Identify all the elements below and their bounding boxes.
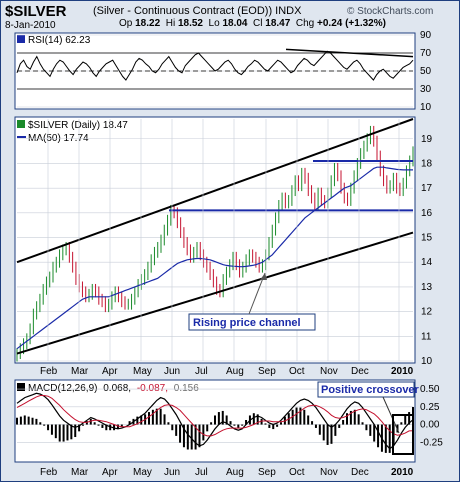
quote-line: Op 18.22 Hi 18.52 Lo 18.04 Cl 18.47 Chg … <box>119 18 386 29</box>
rsi-tick-label: 90 <box>420 30 432 41</box>
macd-legend-v3: 0.156 <box>174 383 199 394</box>
price-tick-label: 13 <box>421 282 433 293</box>
macd-plot: 0.50 0.25 0.00 -0.25 <box>16 384 443 453</box>
price-tick-label: 12 <box>421 307 433 318</box>
price-tick-label: 10 <box>421 356 433 367</box>
macd-tick-label: 0.00 <box>420 420 440 431</box>
symbol-description: (Silver - Continuous Contract (EOD)) <box>93 5 273 17</box>
x-tick-label-bottom: 2010 <box>391 467 414 478</box>
price-tick-label: 14 <box>421 257 433 268</box>
x-tick-label-bottom: Nov <box>320 467 338 478</box>
x-tick-label: Jul <box>195 366 208 377</box>
x-tick-label-bottom: Feb <box>40 467 58 478</box>
x-tick-label: May <box>133 366 152 377</box>
open-label: Op <box>119 18 133 29</box>
rsi-line <box>16 50 414 81</box>
x-tick-label: Dec <box>351 366 369 377</box>
ma50-line <box>16 166 413 350</box>
price-tick-label: 18 <box>421 158 433 169</box>
brand-watermark: © StockCharts.com <box>347 6 434 17</box>
close-value: 18.47 <box>265 18 291 29</box>
x-tick-label: Mar <box>71 366 89 377</box>
rsi-tick-label: 70 <box>420 48 432 59</box>
x-tick-label-bottom: May <box>133 467 152 478</box>
x-tick-label-bottom: Dec <box>351 467 369 478</box>
x-axis: Feb Mar Apr May Jun Jul Aug Sep Oct Nov Dec 2010 <box>40 366 414 377</box>
price-legend-swatch <box>17 120 25 128</box>
low-value: 18.04 <box>222 18 248 29</box>
price-tick-label: 15 <box>421 233 433 244</box>
rsi-trendline <box>285 48 414 58</box>
price-tick-label: 19 <box>421 134 433 145</box>
macd-legend-v1: 0.068, <box>103 383 131 394</box>
crossover-callout: Positive crossover <box>321 384 420 396</box>
chart-date: 8-Jan-2010 <box>5 20 56 31</box>
macd-line <box>16 392 414 450</box>
rsi-legend-swatch <box>17 35 25 43</box>
x-tick-label-bottom: Mar <box>71 467 89 478</box>
x-tick-label-bottom: Sep <box>258 467 276 478</box>
x-tick-label-bottom: Apr <box>102 467 118 478</box>
channel-callout: Rising price channel <box>193 317 301 329</box>
price-tick-label: 16 <box>421 208 433 219</box>
low-label: Lo <box>208 18 220 29</box>
rsi-legend: RSI(14) 62.23 <box>28 35 91 46</box>
x-axis-bottom: Feb Mar Apr May Jun Jul Aug Sep Oct Nov Dec 2010 <box>40 467 414 478</box>
x-tick-label-bottom: Jul <box>195 467 208 478</box>
open-value: 18.22 <box>135 18 161 29</box>
high-label: Hi <box>165 18 176 29</box>
price-tick-label: 11 <box>421 331 432 342</box>
channel-upper-line <box>16 118 414 264</box>
macd-legend-name: MACD(12,26,9) <box>28 383 97 394</box>
rsi-tick-label: 10 <box>420 102 432 113</box>
x-tick-label: Jun <box>164 366 180 377</box>
macd-tick-label: -0.25 <box>420 437 443 448</box>
channel-callout-box <box>188 313 316 331</box>
crossover-highlight <box>392 414 414 455</box>
macd-legend-swatch <box>17 383 25 391</box>
symbol-title: $SILVER <box>5 3 67 20</box>
svg-text:MACD(12,26,9) 0.068,: MACD(12,26,9) 0.068, -0.087, 0.156 <box>28 383 199 394</box>
crossover-pointer <box>382 396 400 434</box>
rsi-tick-label: 30 <box>420 84 432 95</box>
macd-tick-label: 0.25 <box>420 402 440 413</box>
x-tick-label: 2010 <box>391 366 414 377</box>
high-value: 18.52 <box>177 18 203 29</box>
channel-arrowhead <box>260 273 267 280</box>
macd-tick-label: 0.50 <box>420 384 440 395</box>
macd-legend-v2: -0.087, <box>137 383 168 394</box>
signal-line <box>16 395 414 437</box>
x-tick-label: Oct <box>289 366 305 377</box>
x-tick-label: Feb <box>40 366 58 377</box>
channel-lower-line <box>16 231 414 355</box>
x-tick-label-bottom: Jun <box>164 467 180 478</box>
rsi-tick-label: 50 <box>420 66 432 77</box>
x-tick-label-bottom: Aug <box>226 467 244 478</box>
x-tick-label: Sep <box>258 366 276 377</box>
x-tick-label-bottom: Oct <box>289 467 305 478</box>
x-tick-label: Nov <box>320 366 338 377</box>
exchange-label: INDX <box>275 5 302 17</box>
x-tick-label: Aug <box>226 366 244 377</box>
close-label: Cl <box>253 18 263 29</box>
crossover-callout-box <box>317 381 415 398</box>
change-value: +0.24 (+1.32%) <box>317 18 386 29</box>
price-tick-label: 17 <box>421 183 433 194</box>
x-tick-label: Apr <box>102 366 118 377</box>
price-legend: $SILVER (Daily) 18.47 <box>28 120 128 131</box>
rsi-plot: 90 70 50 30 10 <box>16 30 432 113</box>
change-label: Chg <box>295 18 315 29</box>
